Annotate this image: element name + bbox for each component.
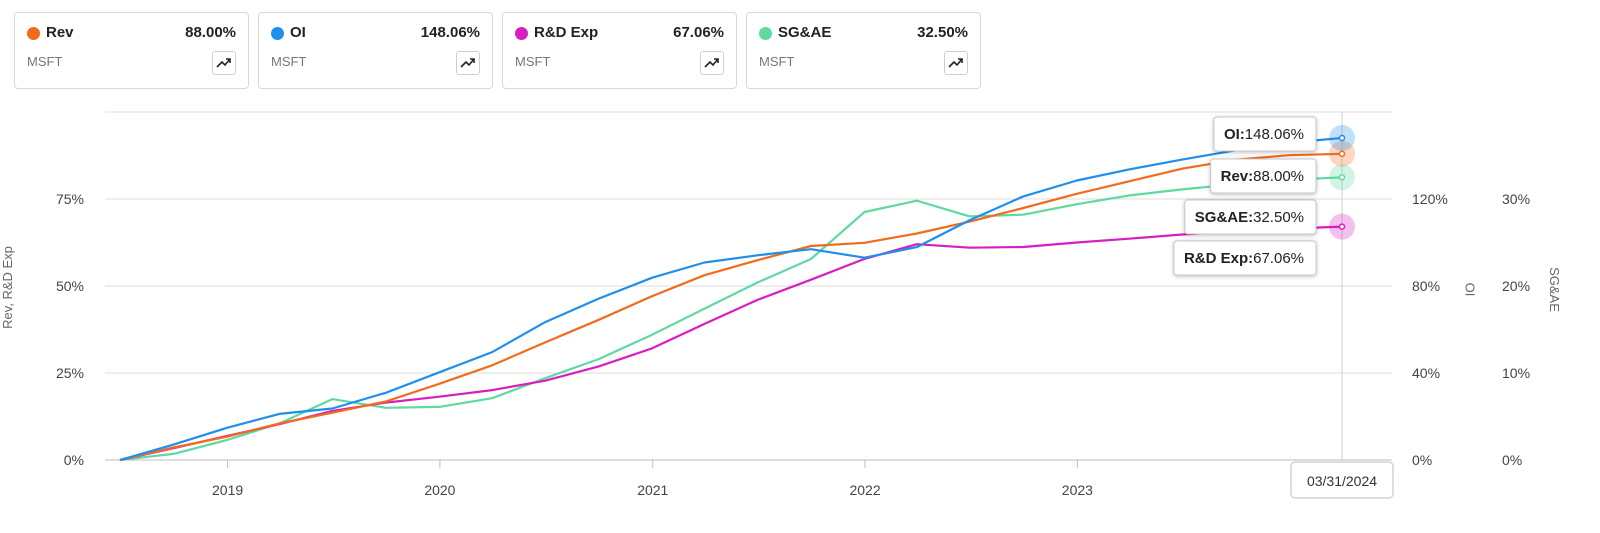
- hover-point: [1338, 134, 1346, 142]
- series-card-value: 148.06%: [420, 24, 480, 41]
- tooltip-value: 148.06%: [1245, 126, 1304, 143]
- series-card-oi[interactable]: OI 148.06% MSFT: [258, 12, 493, 89]
- tooltip-box: [1173, 240, 1317, 276]
- series-card-sgae[interactable]: SG&AE 32.50% MSFT: [746, 12, 981, 89]
- tooltip-value: 67.06%: [1253, 250, 1304, 267]
- tooltip-label: Rev:: [1221, 168, 1254, 185]
- series-card-name: Rev: [46, 24, 74, 41]
- series-card-name: R&D Exp: [534, 24, 599, 41]
- tooltip-r-d-exp: R&D Exp: 67.06%: [1173, 240, 1317, 276]
- series-card-ticker: MSFT: [271, 54, 307, 69]
- tooltip-oi: OI: 148.06%: [1213, 116, 1317, 152]
- tooltip-label: R&D Exp:: [1184, 250, 1253, 267]
- y-tick-label-oi: 80%: [1412, 278, 1440, 294]
- x-tick-label: 2023: [1062, 482, 1093, 498]
- crosshair-date-label: 03/31/2024: [1290, 461, 1394, 499]
- series-card-name: OI: [290, 24, 306, 41]
- trend-up-icon[interactable]: [700, 51, 724, 75]
- tooltip-label: SG&AE:: [1195, 209, 1253, 226]
- y-tick-label-left: 50%: [56, 278, 84, 294]
- y-tick-label-oi: 40%: [1412, 365, 1440, 381]
- hover-point: [1338, 174, 1346, 181]
- x-tick-label: 2021: [637, 482, 668, 498]
- series-card-value: 88.00%: [185, 24, 236, 41]
- series-card-value: 67.06%: [673, 24, 724, 41]
- series-line-sg-ae: [119, 176, 1343, 462]
- tooltip-rev: Rev: 88.00%: [1210, 158, 1317, 194]
- tooltip-sg-ae: SG&AE: 32.50%: [1184, 199, 1317, 235]
- series-card-ticker: MSFT: [27, 54, 63, 69]
- y-tick-label-sgae: 10%: [1502, 365, 1530, 381]
- crosshair: [1329, 112, 1355, 460]
- tooltip-box: [1213, 116, 1317, 152]
- tooltip-label: OI:: [1224, 126, 1245, 143]
- axis-labels: 0% 25% 50% 75% 0% 40% 80% 120% 0% 10% 20% 30% 2019 20…: [56, 191, 1530, 498]
- series-line-rev: [119, 152, 1343, 462]
- tooltip-value: 32.50%: [1253, 209, 1304, 226]
- y-tick-label-sgae: 20%: [1502, 278, 1530, 294]
- trend-up-icon[interactable]: [456, 51, 480, 75]
- series-card-rd-exp[interactable]: R&D Exp 67.06% MSFT: [502, 12, 737, 89]
- y-tick-label-left: 75%: [56, 191, 84, 207]
- series-color-dot: [271, 27, 284, 40]
- series-color-dot: [27, 27, 40, 40]
- series-color-dot: [759, 27, 772, 40]
- x-tick-label: 2022: [849, 482, 880, 498]
- date-text: 03/31/2024: [1307, 473, 1377, 489]
- series-line-r-d-exp: [119, 225, 1343, 462]
- tooltip-box: [1210, 158, 1317, 194]
- series-card-ticker: MSFT: [759, 54, 795, 69]
- tooltip-box: [1184, 199, 1317, 235]
- y-tick-label-sgae: 0%: [1502, 452, 1522, 468]
- y-tick-label-sgae: 30%: [1502, 191, 1530, 207]
- y-tick-label-left: 25%: [56, 365, 84, 381]
- hover-point: [1338, 223, 1346, 230]
- series-lines: [119, 136, 1343, 462]
- y-tick-label-oi: 0%: [1412, 452, 1432, 468]
- tooltip-value: 88.00%: [1253, 168, 1304, 185]
- y-tick-label-oi: 120%: [1412, 191, 1448, 207]
- series-card-rev[interactable]: Rev 88.00% MSFT: [14, 12, 249, 89]
- tooltips: 03/31/2024 OI: 148.06% Rev: 88.00% SG&AE: 3…: [1173, 116, 1394, 499]
- series-card-value: 32.50%: [917, 24, 968, 41]
- date-box: [1290, 461, 1394, 499]
- trend-up-icon[interactable]: [212, 51, 236, 75]
- series-color-dot: [515, 27, 528, 40]
- series-card-name: SG&AE: [778, 24, 832, 41]
- x-tick-label: 2020: [424, 482, 455, 498]
- hover-point: [1338, 150, 1346, 158]
- series-line-oi: [119, 136, 1343, 462]
- x-tick-label: 2019: [212, 482, 243, 498]
- y-tick-label-left: 0%: [64, 452, 84, 468]
- series-card-ticker: MSFT: [515, 54, 551, 69]
- trend-up-icon[interactable]: [944, 51, 968, 75]
